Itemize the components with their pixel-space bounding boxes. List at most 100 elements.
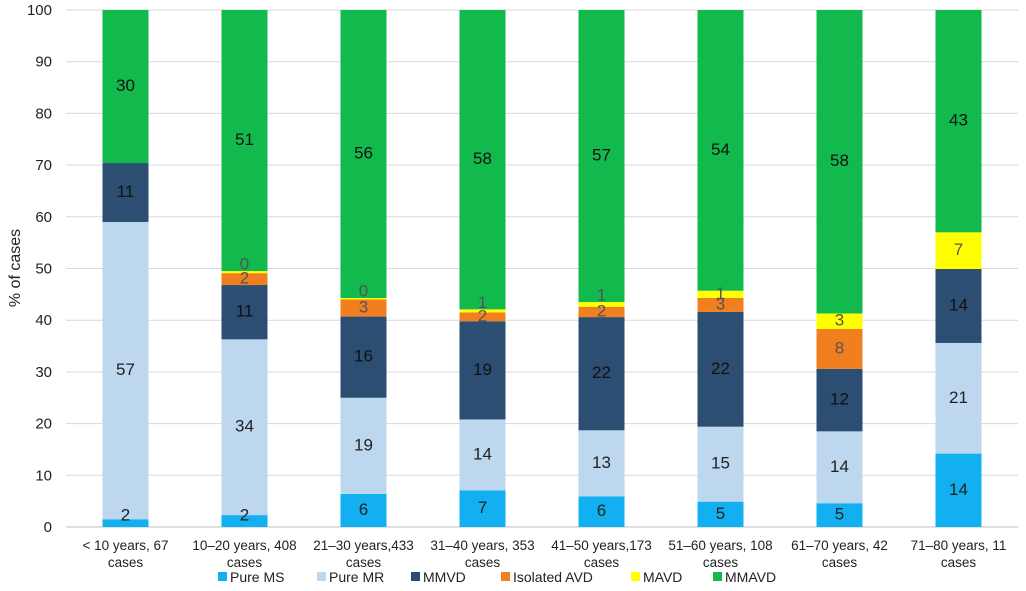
bar-segment-pure-ms [102, 519, 149, 527]
data-label: 43 [949, 111, 968, 130]
bar-segment-pure-mr [816, 431, 863, 504]
bar-segment-mmvd [221, 285, 268, 340]
x-category-label: 51–60 years, 108 cases [668, 538, 772, 570]
data-label: 7 [954, 240, 963, 259]
legend-item-mmvd: MMVD [411, 569, 466, 585]
data-label: 1 [478, 293, 487, 312]
data-label: 34 [235, 417, 254, 436]
data-label: 22 [711, 359, 730, 378]
bar-segment-pure-mr [459, 419, 506, 491]
data-label: 6 [359, 500, 368, 519]
x-category-label: 21–30 years,433 cases [313, 538, 414, 570]
data-label: 58 [473, 149, 492, 168]
bar-segment-pure-ms [340, 493, 387, 527]
bar-segment-mmvd [816, 368, 863, 432]
x-category-label: 61–70 years, 42 cases [791, 538, 888, 570]
data-label: 54 [711, 140, 730, 159]
data-label: 1 [597, 286, 606, 305]
data-label: 5 [716, 504, 725, 523]
data-label: 2 [240, 269, 249, 288]
data-label: 15 [711, 454, 730, 473]
gridlines [66, 9, 1018, 528]
legend-item-pure-mr: Pure MR [317, 569, 384, 585]
bar-segment-pure-mr [697, 426, 744, 502]
bar-segment-mmavd [340, 10, 387, 298]
bar-segment-mmvd [697, 311, 744, 427]
legend-item-pure-ms: Pure MS [218, 569, 284, 585]
y-axis-ticks: 0 10 20 30 40 50 60 70 80 90 100 [27, 2, 52, 536]
legend-swatch [218, 572, 227, 581]
bars [102, 10, 982, 527]
y-tick-label: 20 [35, 416, 52, 433]
data-label: 51 [235, 130, 254, 149]
bar-segment-isolated-avd [459, 312, 506, 322]
data-label: 6 [597, 501, 606, 520]
legend-label: MAVD [643, 569, 682, 585]
bar-segment-mavd [221, 271, 268, 274]
data-label: 57 [592, 146, 611, 165]
legend-swatch [411, 572, 420, 581]
data-label: 16 [354, 347, 373, 366]
data-label: 13 [592, 453, 611, 472]
bar-segment-mavd [459, 309, 506, 313]
y-tick-label: 80 [35, 105, 52, 122]
bar-segment-mmavd [459, 10, 506, 310]
data-label: 8 [835, 338, 844, 357]
data-label: 57 [116, 360, 135, 379]
data-label: 3 [835, 311, 844, 330]
bar-segment-mmvd [578, 317, 625, 431]
y-tick-label: 10 [35, 467, 52, 484]
bar-segment-pure-mr [102, 221, 149, 520]
bar-segment-mavd [578, 302, 625, 307]
data-label: 3 [716, 294, 725, 313]
x-category-label: < 10 years, 67 cases [83, 538, 169, 570]
legend-item-mavd: MAVD [631, 569, 682, 585]
y-tick-label: 100 [27, 2, 52, 19]
bar-segment-isolated-avd [340, 299, 387, 317]
data-label: 2 [597, 301, 606, 320]
legend-label: Isolated AVD [513, 569, 593, 585]
legend-label: Pure MR [329, 569, 384, 585]
bar-segment-pure-ms [816, 503, 863, 527]
legend-item-mmavd: MMAVD [713, 569, 776, 585]
data-label: 2 [240, 505, 249, 524]
legend-swatch [713, 572, 722, 581]
data-label: 58 [830, 151, 849, 170]
bar-segment-pure-mr [578, 430, 625, 497]
data-label: 14 [473, 444, 492, 463]
legend-label: MMAVD [725, 569, 776, 585]
data-label: 12 [830, 390, 849, 409]
bar-segment-isolated-avd [697, 297, 744, 312]
legend-swatch [501, 572, 510, 581]
legend-label: MMVD [423, 569, 466, 585]
legend-swatch [317, 572, 326, 581]
data-label: 0 [359, 281, 368, 300]
y-tick-label: 30 [35, 364, 52, 381]
data-label: 14 [830, 457, 849, 476]
y-tick-label: 40 [35, 312, 52, 329]
data-label: 2 [478, 306, 487, 325]
legend-label: Pure MS [230, 569, 284, 585]
bar-segment-isolated-avd [221, 273, 268, 286]
x-category-label: 31–40 years, 353 cases [430, 538, 534, 570]
data-label: 1 [716, 284, 725, 303]
x-category-label: 41–50 years,173 cases [551, 538, 652, 570]
data-label: 19 [354, 435, 373, 454]
segment-labels: 2571130234112051619163056714192158613222… [116, 76, 968, 524]
data-label: 2 [121, 505, 130, 524]
data-label: 3 [359, 298, 368, 317]
bar-segment-isolated-avd [816, 328, 863, 369]
bar-segment-mmavd [697, 10, 744, 291]
bar-segment-mavd [697, 290, 744, 298]
legend-item-isolated-avd: Isolated AVD [501, 569, 593, 585]
data-label: 21 [949, 388, 968, 407]
bar-segment-mmavd [578, 10, 625, 303]
x-category-label: 10–20 years, 408 cases [192, 538, 296, 570]
bar-segment-mmavd [102, 10, 149, 164]
data-label: 11 [236, 302, 254, 321]
bar-segment-mmvd [935, 269, 982, 343]
bar-segment-mavd [935, 232, 982, 270]
x-category-label: 71–80 years, 11 cases [911, 538, 1007, 570]
bar-segment-pure-ms [935, 453, 982, 527]
